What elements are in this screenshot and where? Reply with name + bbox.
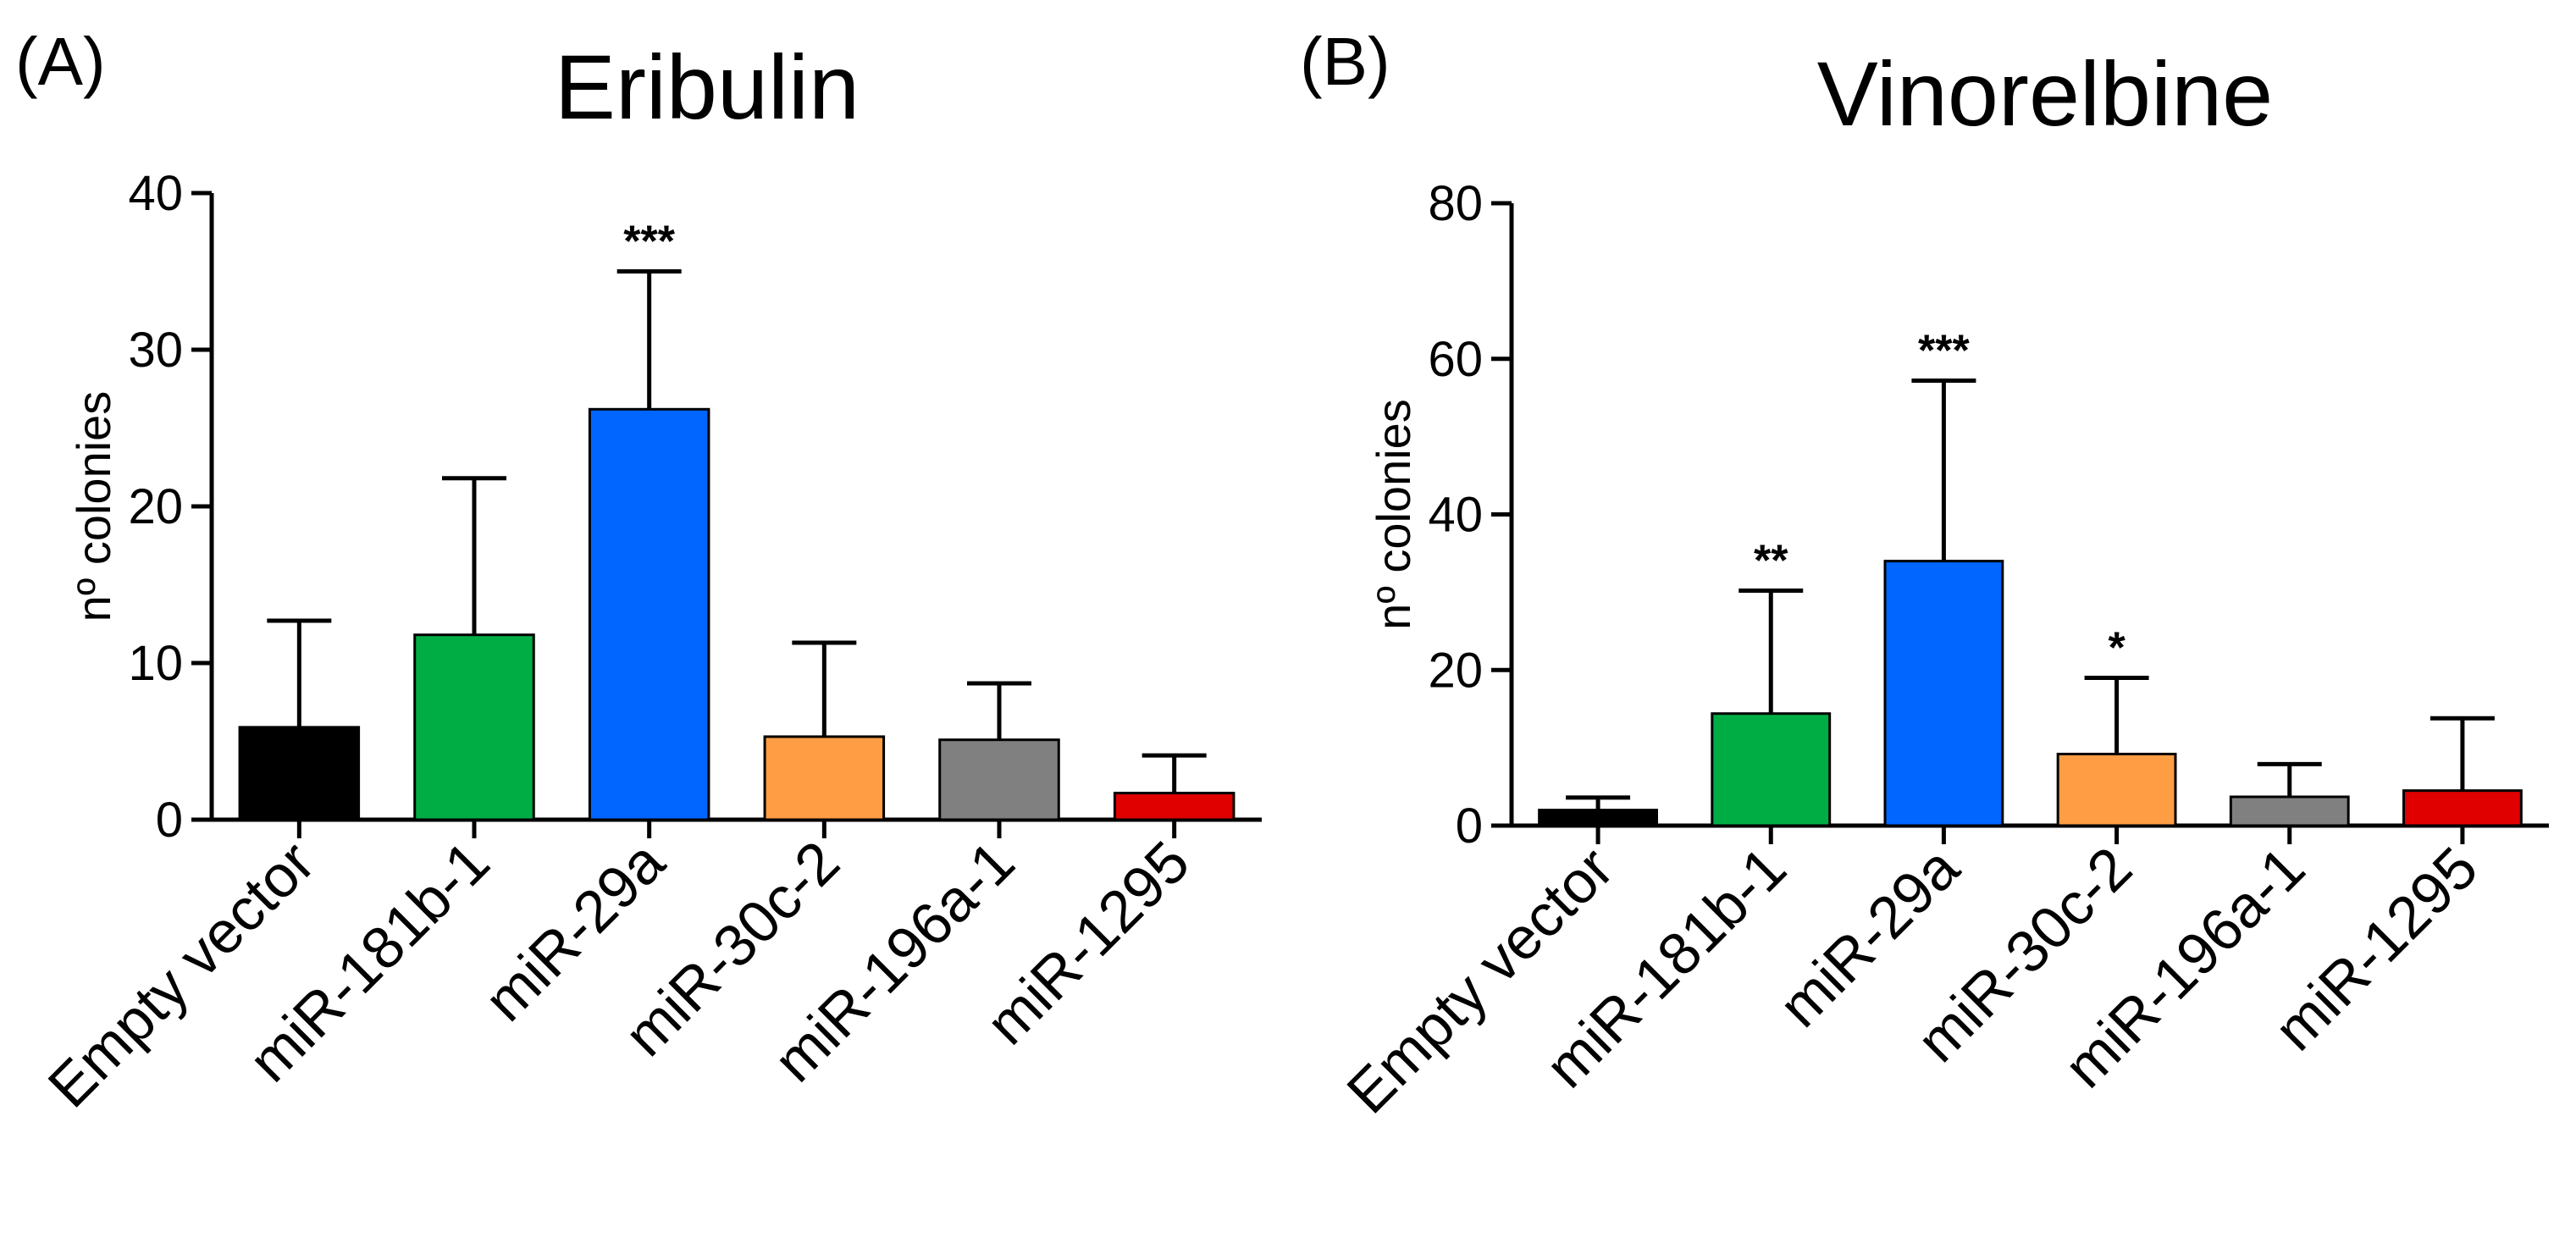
- y-tick-label: 20: [128, 479, 183, 534]
- bar-mir-29a: [588, 407, 710, 821]
- significance-marker: ***: [1918, 326, 1970, 375]
- y-tick-label: 0: [156, 793, 183, 848]
- y-tick-label: 10: [128, 636, 183, 691]
- y-axis-label: nº colonies: [1367, 399, 1420, 630]
- bar-mir-1295: [1113, 792, 1235, 821]
- y-tick-label: 0: [1456, 799, 1483, 854]
- bar-empty-vector: [1538, 809, 1658, 827]
- bar-mir-1295: [2402, 789, 2523, 827]
- y-tick-label: 60: [1428, 332, 1483, 387]
- panel-label: (B): [1300, 24, 1390, 99]
- y-tick-label: 40: [1428, 488, 1483, 543]
- chart-title: Eribulin: [555, 36, 860, 138]
- bar-mir-196a-1: [938, 738, 1060, 821]
- bar-mir-29a: [1883, 560, 2004, 827]
- bar-mir-30c-2: [763, 735, 886, 821]
- bar-mir-30c-2: [2056, 752, 2177, 827]
- bar-empty-vector: [238, 726, 361, 821]
- chart-title: Vinorelbine: [1817, 42, 2273, 145]
- significance-marker: *: [2108, 623, 2125, 672]
- panel-label: (A): [15, 24, 106, 99]
- y-tick-label: 40: [128, 166, 183, 221]
- significance-marker: **: [1754, 537, 1788, 586]
- y-tick-label: 80: [1428, 176, 1483, 231]
- y-tick-label: 30: [128, 323, 183, 378]
- bar-mir-181b-1: [1711, 712, 1832, 827]
- y-axis-label: nº colonies: [67, 391, 120, 622]
- bar-mir-181b-1: [413, 633, 535, 821]
- y-tick-label: 20: [1428, 643, 1483, 698]
- significance-marker: ***: [623, 218, 675, 267]
- bar-mir-196a-1: [2229, 795, 2350, 827]
